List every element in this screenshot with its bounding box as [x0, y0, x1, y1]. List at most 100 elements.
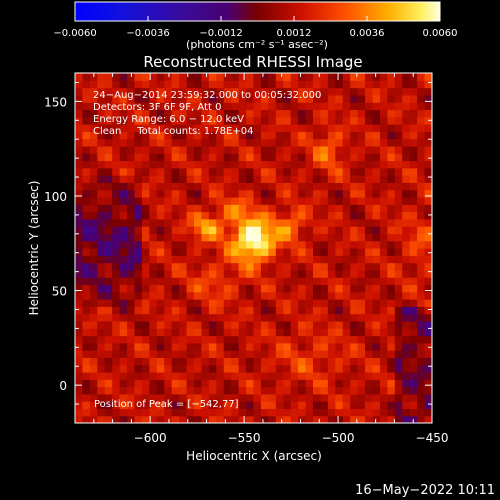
- heatmap-cell: [350, 342, 359, 351]
- heatmap-cell: [335, 342, 344, 351]
- heatmap-cell: [134, 138, 143, 147]
- heatmap-cell: [89, 131, 98, 140]
- heatmap-cell: [268, 386, 277, 395]
- heatmap-cell: [298, 218, 307, 227]
- heatmap-cell: [335, 299, 344, 307]
- heatmap-cell: [283, 226, 292, 235]
- heatmap-cell: [149, 233, 158, 242]
- heatmap-cell: [283, 284, 292, 293]
- heatmap-cell: [313, 233, 322, 242]
- heatmap-cell: [156, 160, 165, 169]
- heatmap-cell: [394, 124, 403, 132]
- heatmap-cell: [75, 328, 84, 337]
- heatmap-cell: [365, 233, 374, 242]
- heatmap-cell: [327, 357, 336, 366]
- heatmap-cell: [141, 175, 150, 183]
- heatmap-cell: [394, 196, 403, 205]
- heatmap-cell: [335, 73, 344, 81]
- heatmap-cell: [290, 175, 299, 183]
- heatmap-cell: [253, 284, 262, 293]
- heatmap-cell: [305, 306, 314, 315]
- heatmap-cell: [350, 386, 359, 395]
- heatmap-cell: [82, 269, 91, 278]
- heatmap-cell: [424, 415, 432, 423]
- heatmap-cell: [327, 393, 336, 402]
- heatmap-cell: [365, 102, 374, 111]
- heatmap-cell: [327, 269, 336, 278]
- heatmap-cell: [156, 291, 165, 300]
- heatmap-cell: [186, 415, 195, 423]
- heatmap-cell: [424, 320, 432, 329]
- heatmap-cell: [134, 167, 143, 176]
- heatmap-cell: [75, 175, 84, 183]
- heatmap-cell: [97, 204, 106, 213]
- heatmap-cell: [112, 306, 121, 315]
- heatmap-cell: [208, 175, 217, 183]
- heatmap-cell: [313, 255, 322, 264]
- heatmap-cell: [424, 342, 432, 351]
- heatmap-cell: [313, 350, 322, 358]
- heatmap-cell: [417, 189, 426, 198]
- heatmap-cell: [350, 218, 359, 227]
- heatmap-cell: [402, 401, 411, 410]
- heatmap-cell: [402, 269, 411, 278]
- heatmap-cell: [365, 240, 374, 249]
- heatmap-cell: [201, 94, 210, 103]
- heatmap-cell: [164, 233, 173, 242]
- heatmap-cell: [365, 386, 374, 395]
- heatmap-cell: [141, 240, 150, 249]
- heatmap-cell: [253, 313, 262, 322]
- heatmap-cell: [141, 182, 150, 191]
- heatmap-cell: [365, 408, 374, 417]
- heatmap-cell: [194, 371, 203, 380]
- heatmap-cell: [320, 124, 329, 132]
- heatmap-cell: [156, 138, 165, 147]
- heatmap-cell: [194, 124, 203, 132]
- heatmap-cell: [417, 196, 426, 205]
- heatmap-cell: [290, 138, 299, 147]
- heatmap-cell: [268, 262, 277, 271]
- heatmap-cell: [119, 364, 128, 373]
- heatmap-cell: [141, 357, 150, 366]
- heatmap-cell: [223, 342, 232, 351]
- heatmap-cell: [417, 393, 426, 402]
- heatmap-cell: [104, 196, 113, 205]
- heatmap-cell: [320, 357, 329, 366]
- heatmap-cell: [409, 277, 418, 286]
- heatmap-cell: [268, 357, 277, 366]
- heatmap-cell: [216, 131, 225, 140]
- heatmap-cell: [216, 153, 225, 162]
- heatmap-cell: [149, 386, 158, 395]
- heatmap-cell: [379, 196, 388, 205]
- heatmap-cell: [335, 153, 344, 162]
- heatmap-cell: [179, 299, 188, 307]
- heatmap-cell: [112, 80, 121, 89]
- heatmap-cell: [350, 350, 359, 358]
- heatmap-cell: [268, 255, 277, 264]
- heatmap-cell: [409, 116, 418, 125]
- heatmap-cell: [171, 87, 180, 96]
- heatmap-cell: [216, 189, 225, 198]
- heatmap-cell: [372, 393, 381, 402]
- heatmap-cell: [335, 233, 344, 242]
- heatmap-cell: [275, 262, 284, 271]
- heatmap-cell: [260, 386, 269, 395]
- heatmap-cell: [260, 269, 269, 278]
- heatmap-cell: [260, 160, 269, 169]
- heatmap-cell: [335, 262, 344, 271]
- heatmap-cell: [268, 415, 277, 423]
- heatmap-cell: [342, 284, 351, 293]
- heatmap-cell: [171, 328, 180, 337]
- heatmap-cell: [313, 408, 322, 417]
- heatmap-cell: [357, 153, 366, 162]
- heatmap-cell: [134, 401, 143, 410]
- heatmap-cell: [156, 124, 165, 132]
- heatmap-cell: [82, 306, 91, 315]
- heatmap-cell: [179, 73, 188, 81]
- heatmap-cell: [75, 153, 84, 162]
- heatmap-cell: [186, 189, 195, 198]
- heatmap-cell: [387, 160, 396, 169]
- heatmap-cell: [238, 182, 247, 191]
- heatmap-cell: [372, 87, 381, 96]
- heatmap-cell: [127, 277, 136, 286]
